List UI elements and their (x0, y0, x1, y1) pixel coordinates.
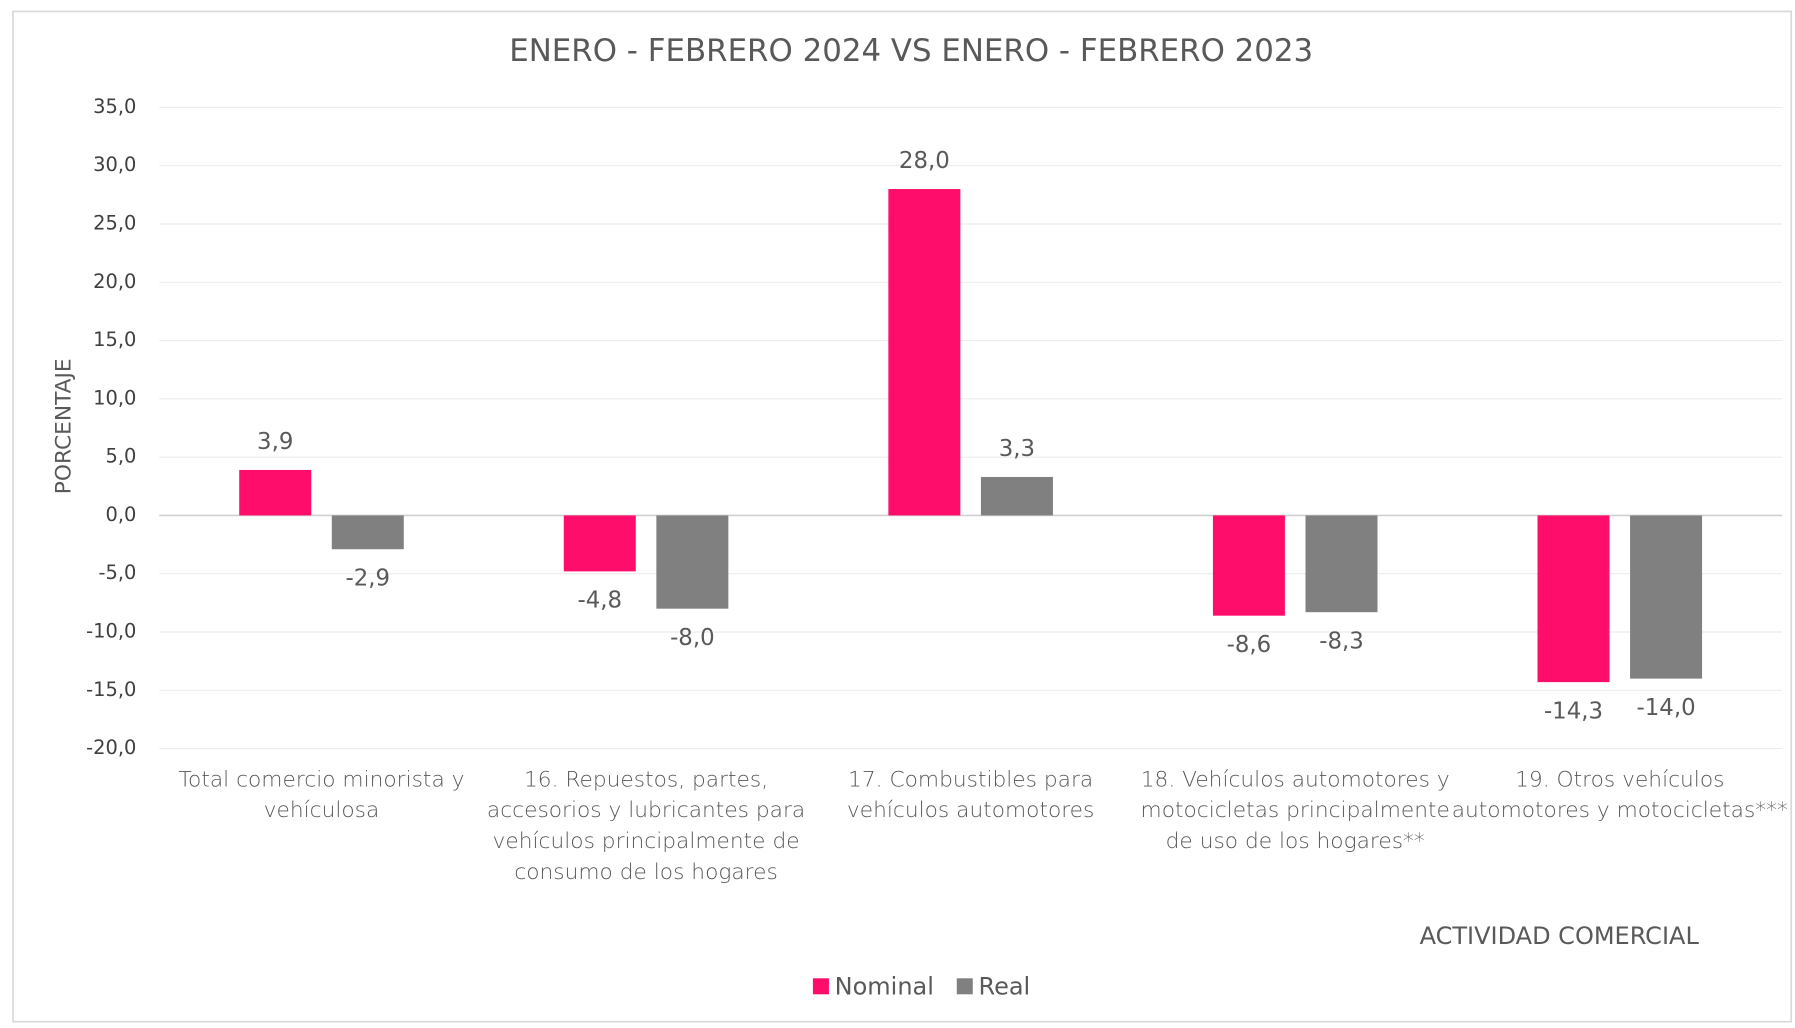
x-tick-label-box: 17. Combustibles para vehículos automoto… (846, 766, 1095, 823)
x-tick-label: 19. Otros vehículos automotores y motoci… (1451, 766, 1788, 823)
y-tick-label: 15,0 (93, 328, 136, 351)
data-label: 3,9 (257, 429, 293, 455)
y-tick-label: -15,0 (86, 678, 136, 701)
y-tick-label: 5,0 (105, 445, 136, 468)
data-label: 3,3 (999, 436, 1035, 462)
y-tick-label: 20,0 (93, 270, 136, 293)
bar (1537, 515, 1610, 683)
bar (980, 476, 1053, 516)
y-tick-label: 10,0 (93, 386, 136, 409)
bar (888, 189, 961, 516)
bar (656, 515, 729, 609)
data-label: -14,0 (1637, 695, 1696, 721)
y-tick-label: -5,0 (98, 561, 136, 584)
legend-swatch (956, 978, 973, 995)
data-label: 28,0 (899, 148, 950, 174)
bar (331, 515, 404, 550)
legend-label: Nominal (835, 972, 934, 1000)
bar (239, 469, 312, 516)
y-tick-label: 0,0 (105, 503, 136, 526)
chart-border (12, 10, 1793, 1023)
y-tick-label: -10,0 (86, 619, 136, 642)
bar (1305, 515, 1378, 613)
legend-label: Real (978, 972, 1030, 1000)
bar (1630, 515, 1703, 679)
data-label: -14,3 (1544, 698, 1603, 724)
y-axis-title: PORCENTAJE (51, 358, 76, 494)
x-tick-label: 16. Repuestos, partes, accesorios y lubr… (486, 766, 806, 885)
y-tick-label: 25,0 (93, 212, 136, 235)
x-tick-label-box: 16. Repuestos, partes, accesorios y lubr… (486, 766, 806, 885)
x-tick-label: Total comercio minorista y vehículosa (178, 766, 465, 823)
x-tick-label-box: 18. Vehículos automotores y motocicletas… (1140, 766, 1450, 854)
x-tick-label-box: 19. Otros vehículos automotores y motoci… (1451, 766, 1788, 823)
data-label: -2,9 (345, 565, 390, 591)
y-tick-label: 30,0 (93, 153, 136, 176)
x-tick-label: 18. Vehículos automotores y motocicletas… (1140, 766, 1450, 854)
x-axis-title: ACTIVIDAD COMERCIAL (1420, 922, 1700, 950)
data-label: -8,6 (1227, 632, 1272, 658)
y-tick-label: -20,0 (86, 736, 136, 759)
chart-title: ENERO - FEBRERO 2024 VS ENERO - FEBRERO … (509, 33, 1313, 69)
legend-swatch (812, 978, 829, 995)
bar (563, 515, 636, 572)
data-label: -8,0 (670, 625, 715, 651)
x-tick-label-box: Total comercio minorista y vehículosa (178, 766, 465, 823)
x-tick-label: 17. Combustibles para vehículos automoto… (846, 766, 1095, 823)
data-label: -8,3 (1319, 628, 1364, 654)
bar (1212, 515, 1285, 616)
y-tick-label: 35,0 (93, 95, 136, 118)
data-label: -4,8 (577, 588, 622, 614)
